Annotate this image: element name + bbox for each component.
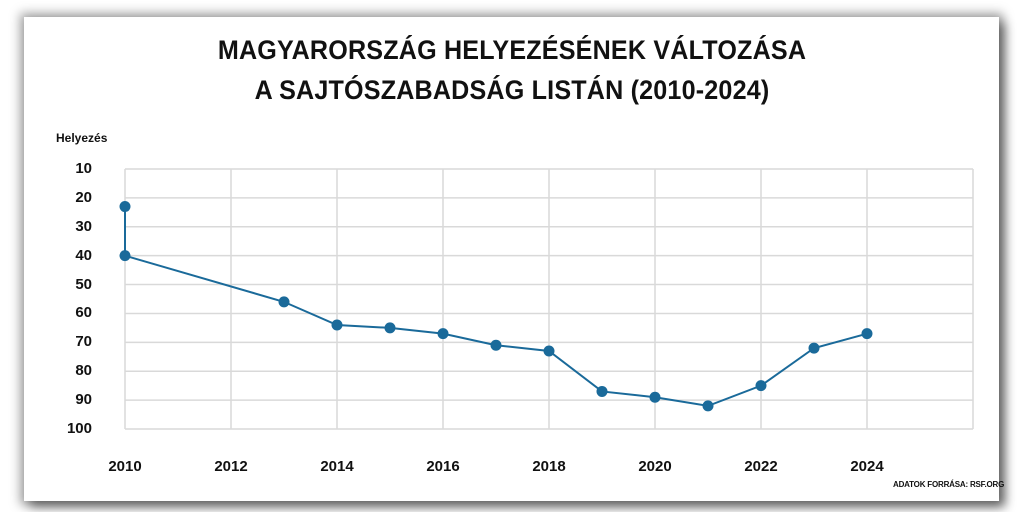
data-point-marker	[861, 328, 873, 340]
y-tick-label: 90	[75, 391, 92, 409]
data-source-note: ADATOK FORRÁSA: RSF.ORG	[893, 480, 1005, 489]
chart-title-line-1: MAGYARORSZÁG HELYEZÉSÉNEK VÁLTOZÁSA	[217, 35, 807, 65]
y-tick-label: 30	[75, 217, 92, 235]
x-tick-label: 2022	[744, 458, 778, 475]
gridlines	[124, 168, 974, 430]
y-tick-label: 70	[75, 333, 92, 351]
data-series	[119, 201, 873, 412]
data-point-marker	[119, 201, 131, 213]
data-point-marker	[649, 391, 661, 403]
series-line	[124, 206, 868, 407]
data-point-marker	[808, 342, 820, 354]
y-tick-label: 100	[66, 420, 92, 437]
x-tick-label: 2016	[426, 458, 460, 475]
x-tick-label: 2014	[320, 458, 354, 475]
data-point-marker	[119, 250, 131, 262]
x-tick-label: 2018	[532, 458, 566, 475]
y-tick-label: 10	[75, 160, 92, 177]
data-point-marker	[278, 296, 290, 308]
x-tick-label: 2012	[214, 458, 248, 475]
chart-title: MAGYARORSZÁG HELYEZÉSÉNEK VÁLTOZÁSA A SA…	[36, 30, 988, 110]
data-point-marker	[755, 380, 767, 392]
y-axis-label: Helyezés	[56, 131, 108, 145]
chart-card	[24, 17, 999, 501]
y-tick-label: 60	[75, 304, 92, 322]
data-point-marker	[437, 328, 449, 340]
data-point-marker	[490, 339, 502, 351]
y-tick-label: 80	[75, 362, 92, 380]
data-point-marker	[543, 345, 555, 357]
x-tick-label: 2010	[108, 458, 142, 475]
x-tick-label: 2020	[638, 458, 672, 475]
data-point-marker	[702, 400, 714, 412]
y-tick-label: 40	[75, 246, 92, 264]
data-point-marker	[384, 322, 396, 334]
y-tick-label: 50	[75, 275, 92, 293]
data-point-marker	[596, 385, 608, 397]
chart-title-line-2: A SAJTÓSZABADSÁG LISTÁN (2010-2024)	[254, 75, 770, 105]
y-tick-label: 20	[75, 188, 92, 206]
data-point-marker	[331, 319, 343, 331]
x-tick-label: 2024	[850, 458, 884, 475]
